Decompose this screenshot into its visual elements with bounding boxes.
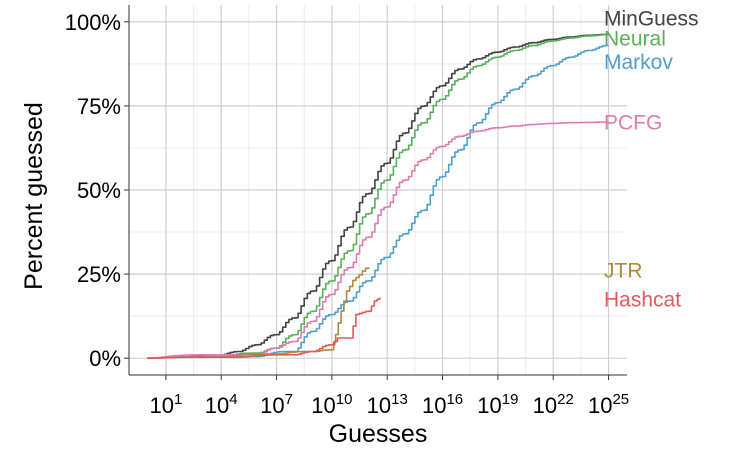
axes: 0% 25% 50% 75% 100% 101 104 107 1010 1013 1016 1019… (65, 5, 629, 418)
x-tick-label: 107 (260, 391, 293, 418)
x-tick-label: 1016 (422, 391, 463, 418)
series-line-minguess (147, 33, 609, 359)
x-tick-label: 1022 (533, 391, 574, 418)
y-tick-label: 100% (65, 10, 121, 35)
grid-lines (129, 5, 627, 375)
x-tick-label: 1025 (588, 391, 629, 418)
series-label-jtr: JTR (604, 260, 643, 283)
series-line-markov (147, 44, 609, 359)
series-label-minguess: MinGuess (604, 7, 699, 30)
series-lines (147, 33, 609, 359)
series-line-hashcat (147, 297, 381, 359)
x-tick-label: 1013 (367, 391, 408, 418)
y-axis-title: Percent guessed (20, 102, 48, 290)
y-tick-label: 75% (77, 94, 121, 119)
y-tick-label: 50% (77, 178, 121, 203)
x-axis-title: Guesses (329, 420, 428, 448)
series-line-pcfg (147, 121, 609, 359)
series-line-neural (147, 33, 609, 359)
x-tick-label: 1010 (311, 391, 352, 418)
x-tick-label: 101 (149, 391, 182, 418)
series-label-neural: Neural (604, 28, 666, 51)
y-tick-label: 25% (77, 262, 121, 287)
x-tick-label: 104 (205, 391, 238, 418)
x-tick-label: 1019 (477, 391, 518, 418)
series-label-hashcat: Hashcat (604, 288, 681, 311)
series-label-markov: Markov (604, 51, 673, 74)
y-tick-label: 0% (89, 346, 121, 371)
series-label-pcfg: PCFG (604, 112, 662, 135)
